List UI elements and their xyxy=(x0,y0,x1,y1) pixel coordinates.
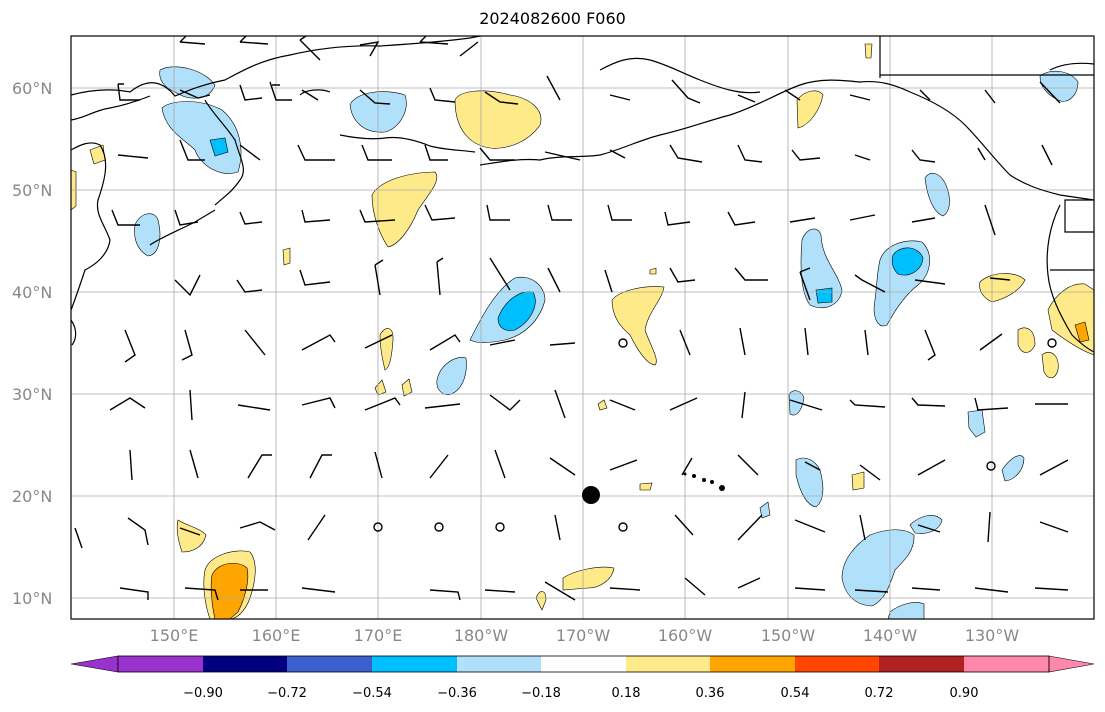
lon-label-170w: 170°W xyxy=(555,626,611,645)
anomaly-positive-patch xyxy=(562,566,615,591)
anomaly-negative-patch xyxy=(134,213,161,257)
lon-label-130w: 130°W xyxy=(964,626,1020,645)
anomaly-positive-patch xyxy=(282,247,291,266)
anomaly-negative-patch xyxy=(887,602,925,620)
colorbar-tick: −0.72 xyxy=(267,686,307,701)
colorbar-tick: 0.90 xyxy=(949,686,979,701)
colorbar-tick: 0.36 xyxy=(695,686,725,701)
colorbar-tick: −0.36 xyxy=(437,686,477,701)
anomaly-positive-patch xyxy=(851,471,865,491)
colorbar-segment xyxy=(795,656,879,672)
anomaly-negative-patch xyxy=(924,172,950,217)
colorbar-segment xyxy=(710,656,795,672)
anomaly-positive-patch xyxy=(1017,327,1036,353)
lon-label-170e: 170°E xyxy=(353,626,403,645)
colorbar-tick: 0.54 xyxy=(780,686,810,701)
anomaly-positive-patch xyxy=(454,90,542,149)
lat-label-60n: 60°N xyxy=(12,79,53,98)
anomaly-negative-patch xyxy=(161,101,242,174)
colorbar-segment xyxy=(964,656,1049,672)
anomaly-positive-patch xyxy=(535,591,547,611)
colorbar-segment xyxy=(372,656,457,672)
anomaly-positive-patch xyxy=(979,273,1026,303)
anomaly-positive-patch xyxy=(176,519,207,553)
anomaly-negative-patch xyxy=(909,515,943,534)
colorbar-tick: −0.90 xyxy=(183,686,223,701)
map-title: 2024082600 F060 xyxy=(479,9,626,28)
anomaly-positive-patch xyxy=(639,482,653,491)
colorbar-segment xyxy=(879,656,964,672)
anomaly-positive-patch xyxy=(401,378,413,397)
coastlines xyxy=(70,35,1095,353)
anomaly-positive-patch xyxy=(796,90,824,129)
anomaly-negative-core xyxy=(891,247,924,276)
anomaly-positive-core xyxy=(210,562,249,620)
plot-frame xyxy=(70,35,1095,620)
hawaii-islands xyxy=(683,472,725,491)
colorbar-segment xyxy=(541,656,626,672)
lat-label-10n: 10°N xyxy=(12,589,53,608)
anomaly-positive-core xyxy=(1074,321,1090,343)
lon-label-140w: 140°W xyxy=(862,626,918,645)
lon-label-150e: 150°E xyxy=(149,626,199,645)
anomaly-negative-patch xyxy=(841,529,915,607)
lon-label-160e: 160°E xyxy=(251,626,301,645)
anomaly-negative-patch xyxy=(1001,455,1025,482)
colorbar xyxy=(70,655,1095,673)
anomaly-positive-patch xyxy=(864,43,873,59)
anomaly-positive-patch xyxy=(1041,351,1059,379)
anomaly-positive-patch xyxy=(371,171,438,248)
colorbar-tick: 0.18 xyxy=(611,686,641,701)
lat-label-20n: 20°N xyxy=(12,487,53,506)
colorbar-segment xyxy=(203,656,287,672)
lon-label-150w: 150°W xyxy=(760,626,816,645)
anomaly-negative-patch xyxy=(788,390,805,416)
anomaly-negative-patch xyxy=(759,501,771,519)
calm-markers xyxy=(373,338,1057,532)
colorbar-tick: 0.72 xyxy=(864,686,894,701)
anomaly-fills xyxy=(70,43,1095,620)
anomaly-negative-core xyxy=(815,287,833,304)
colorbar-tick: −0.54 xyxy=(352,686,392,701)
colorbar-segment xyxy=(457,656,541,672)
wind-barbs xyxy=(74,35,1069,601)
colorbar-segment xyxy=(626,656,710,672)
anomaly-positive-patch xyxy=(649,267,657,275)
lon-label-180w: 180°W xyxy=(453,626,509,645)
anomaly-negative-patch xyxy=(436,357,467,396)
location-marker xyxy=(582,486,600,504)
anomaly-negative-core xyxy=(497,291,536,331)
anomaly-positive-patch xyxy=(597,399,608,411)
lat-label-40n: 40°N xyxy=(12,283,53,302)
lat-label-50n: 50°N xyxy=(12,181,53,200)
anomaly-negative-patch xyxy=(795,457,824,508)
colorbar-extend-high xyxy=(1048,655,1095,673)
lat-label-30n: 30°N xyxy=(12,385,53,404)
colorbar-segment xyxy=(287,656,372,672)
anomaly-negative-patch xyxy=(1039,70,1079,102)
colorbar-segment xyxy=(118,656,203,672)
colorbar-tick: −0.18 xyxy=(521,686,561,701)
colorbar-extend-low xyxy=(70,655,119,673)
anomaly-positive-patch xyxy=(611,286,665,366)
anomaly-negative-core xyxy=(209,137,229,157)
lon-label-160w: 160°W xyxy=(657,626,713,645)
